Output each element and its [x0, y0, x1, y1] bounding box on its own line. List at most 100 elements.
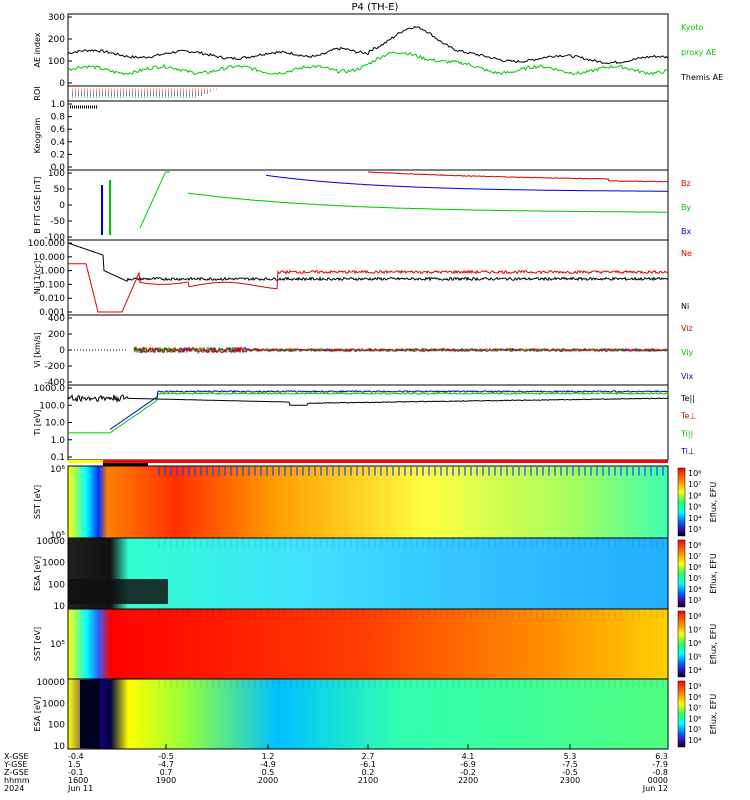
mode-bar-segment [68, 460, 103, 463]
spectrogram-texture [452, 610, 454, 619]
spectrogram-texture [524, 539, 526, 548]
spectrogram-texture [314, 680, 316, 689]
colorbar-tick: 10⁸ [688, 612, 701, 621]
spectrogram-texture [662, 539, 664, 548]
spectrogram-texture [560, 539, 562, 548]
spectrogram-texture [200, 539, 202, 548]
xaxis-row-label: Y-GSE [3, 760, 27, 769]
xtick-label: -0.8 [652, 768, 668, 777]
colorbar-tick: 10⁶ [688, 714, 701, 723]
ytick-density: 0.010 [39, 294, 65, 304]
spectrogram-texture [170, 539, 172, 548]
spectrogram-texture [254, 680, 256, 689]
bx-line [265, 174, 668, 192]
ylabel-bfield: B FIT GSE [nT] [33, 176, 42, 234]
spectrogram-texture [470, 610, 472, 619]
spectrogram-texture [236, 467, 238, 476]
spectrogram-texture [572, 680, 574, 689]
ytick-esa_e: 10 [54, 742, 66, 752]
spectrogram-texture [506, 680, 508, 689]
spectrogram-texture [254, 467, 256, 476]
ylabel-density: Ni [1/cc] [33, 261, 42, 295]
legend-density: Ne [681, 249, 692, 258]
spectrogram-texture [368, 467, 370, 476]
spectrogram-texture [386, 610, 388, 619]
spectrogram-texture [404, 680, 406, 689]
spectrogram-texture [392, 680, 394, 689]
spectrogram-texture [584, 539, 586, 548]
legend-bfield: Bx [681, 227, 691, 236]
spectrogram-texture [188, 539, 190, 548]
spectrogram-texture [404, 539, 406, 548]
spectrogram-texture [662, 680, 664, 689]
spectrogram-texture [566, 539, 568, 548]
colorbar-tick: 10⁴ [688, 585, 701, 594]
legend-density: Ni [681, 302, 689, 311]
spectrogram-texture [452, 467, 454, 476]
spectrogram-texture [290, 539, 292, 548]
spectrogram-texture [182, 467, 184, 476]
spectrogram-texture [494, 467, 496, 476]
spectrogram-texture [230, 539, 232, 548]
spectrogram-texture [614, 539, 616, 548]
spectrogram-texture [302, 539, 304, 548]
ne-line [68, 263, 669, 313]
spectrogram-texture [284, 467, 286, 476]
xtick-label: 0.7 [160, 768, 173, 777]
spectrogram-texture [506, 539, 508, 548]
spectrogram-esa_e [68, 679, 668, 749]
bz-line [367, 171, 669, 183]
spectrogram-texture [296, 610, 298, 619]
xtick-label: -0.5 [158, 752, 174, 761]
spectrogram-texture [290, 680, 292, 689]
panel-frame-ae [67, 13, 669, 87]
spectrogram-texture [644, 467, 646, 476]
spectrogram-texture [440, 680, 442, 689]
spectrogram-texture [518, 680, 520, 689]
spectrogram-texture [260, 610, 262, 619]
spectrogram-texture [500, 680, 502, 689]
spectrogram-texture [332, 610, 334, 619]
colorbar-tick: 10⁷ [688, 704, 701, 713]
spectrogram-texture [536, 610, 538, 619]
spectrogram-texture [650, 467, 652, 476]
spectrogram-texture [344, 680, 346, 689]
ytick-temperature: 10.0 [45, 419, 65, 429]
themis-ae-line [67, 25, 669, 65]
spectrogram-texture [452, 539, 454, 548]
spectrogram-texture [512, 680, 514, 689]
spectrogram-texture [434, 467, 436, 476]
by-rise-line [139, 171, 170, 229]
spectrogram-texture [464, 610, 466, 619]
ytick-ae: 0 [59, 79, 65, 89]
spectrogram-texture [470, 680, 472, 689]
ylabel-ae: AE index [33, 32, 42, 67]
xtick-label: Jun 12 [642, 784, 668, 793]
spectrogram-texture [344, 610, 346, 619]
legend-temperature: Ti⊥ [680, 447, 695, 456]
mode-bar [68, 460, 668, 463]
spectrogram-sst_e [68, 609, 668, 679]
spectrogram-texture [356, 680, 358, 689]
spectrogram-texture [524, 467, 526, 476]
spectrogram-texture [296, 680, 298, 689]
ytick-temperature: 100.0 [39, 401, 65, 411]
spectrogram-texture [536, 539, 538, 548]
spectrogram-texture [572, 539, 574, 548]
panel-frames [67, 13, 669, 750]
xtick-label: 2300 [560, 776, 580, 785]
xtick-label: 0.2 [362, 768, 375, 777]
ytick-bfield: 50 [54, 185, 66, 195]
spectrogram-texture [530, 680, 532, 689]
spectrogram-texture [488, 467, 490, 476]
spectrogram-texture [380, 610, 382, 619]
spectrogram-texture [638, 539, 640, 548]
ytick-temperature: 0.1 [51, 453, 65, 463]
spectrogram-texture [452, 680, 454, 689]
spectrogram-texture [482, 610, 484, 619]
legend-temperature: Te⊥ [680, 412, 696, 421]
spectrogram-texture [164, 610, 166, 619]
colorbar-tick: 10⁶ [688, 563, 701, 572]
spectrogram-texture [302, 467, 304, 476]
